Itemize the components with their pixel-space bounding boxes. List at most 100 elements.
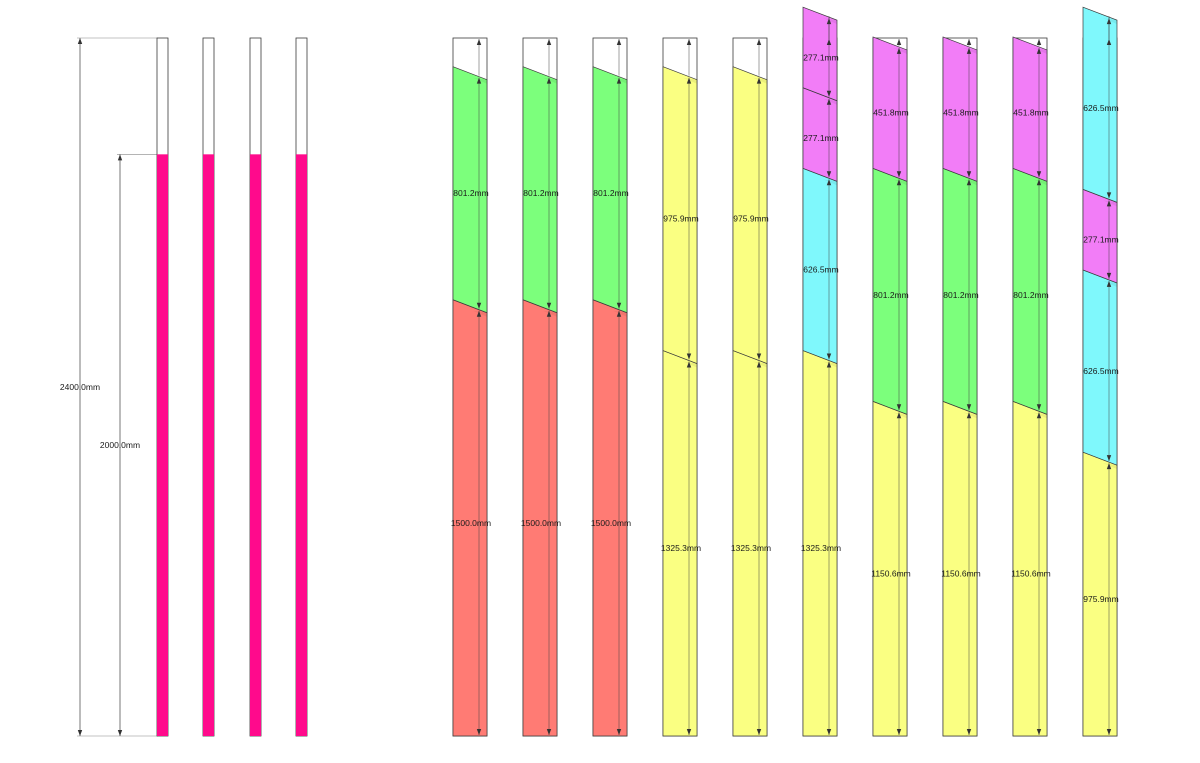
- segment-arrow-icon: [896, 404, 902, 411]
- segment-length-label: 1325.3mm: [801, 543, 841, 553]
- segment-length-label: 1500.0mm: [451, 518, 491, 528]
- segment-length-label: 1325.3mm: [731, 543, 771, 553]
- cut-column: 1150.6mm 801.2mm 451.8mm: [871, 36, 911, 737]
- segment-length-label: 801.2mm: [1013, 290, 1048, 300]
- segment-arrow-icon: [896, 729, 902, 735]
- segment-arrow-icon: [1106, 280, 1112, 287]
- segment-arrow-icon: [826, 171, 832, 178]
- segment-length-label: 801.2mm: [453, 188, 488, 198]
- segment-arrow-icon: [826, 90, 832, 97]
- segment-magenta: [872, 36, 908, 182]
- segment-length-label: 1500.0mm: [591, 518, 631, 528]
- segment-arrow-icon: [896, 179, 902, 186]
- dimension-arrow-icon: [77, 38, 83, 44]
- reference-bar: [202, 37, 215, 737]
- segment-magenta: [802, 6, 838, 102]
- segment-length-label: 1150.6mm: [871, 569, 911, 579]
- segment-arrow-icon: [1036, 412, 1042, 419]
- segment-arrow-icon: [546, 302, 552, 309]
- segment-arrow-icon: [896, 412, 902, 419]
- reference-bar: [249, 37, 262, 737]
- segment-arrow-icon: [826, 729, 832, 735]
- segment-arrow-icon: [1036, 729, 1042, 735]
- filled-height-label: 2000.0mm: [100, 440, 140, 450]
- segment-arrow-icon: [616, 310, 622, 317]
- segment-yellow: [732, 66, 768, 365]
- segment-arrow-icon: [616, 302, 622, 309]
- segment-arrow-icon: [896, 47, 902, 54]
- cut-column: 975.9mm 626.5mm 277.1mm 626.5mm: [1082, 6, 1119, 737]
- segment-yellow: [662, 66, 698, 365]
- segment-length-label: 801.2mm: [593, 188, 628, 198]
- reference-bar-fill: [203, 154, 214, 737]
- segment-arrow-icon: [1106, 455, 1112, 462]
- cut-columns: 1500.0mm 801.2mm 1500.0mm 801.2mm 1500.0mm 80…: [451, 6, 1119, 737]
- cut-column: 1325.3mm 975.9mm: [661, 37, 701, 737]
- offcut-arrow-icon: [756, 39, 762, 45]
- segment-arrow-icon: [546, 729, 552, 735]
- segment-cyan: [1082, 6, 1118, 203]
- segment-green: [592, 66, 628, 314]
- segment-arrow-icon: [616, 77, 622, 84]
- segment-arrow-icon: [476, 310, 482, 317]
- segment-length-label: 451.8mm: [1013, 108, 1048, 118]
- offcut-arrow-icon: [686, 39, 692, 45]
- segment-arrow-icon: [966, 179, 972, 186]
- segment-length-label: 975.9mm: [663, 214, 698, 224]
- segment-arrow-icon: [756, 361, 762, 368]
- segment-arrow-icon: [476, 77, 482, 84]
- offcut-arrow-icon: [1036, 39, 1042, 45]
- reference-bar-fill: [250, 154, 261, 737]
- offcut-arrow-icon: [826, 39, 832, 45]
- segment-arrow-icon: [756, 353, 762, 360]
- segment-arrow-icon: [756, 729, 762, 735]
- segment-arrow-icon: [966, 412, 972, 419]
- segment-length-label: 1150.6mm: [1011, 569, 1051, 579]
- reference-bar-fill: [296, 154, 307, 737]
- segment-arrow-icon: [826, 353, 832, 360]
- reference-bars: 2400.0mm 2000.0mm: [60, 37, 308, 737]
- segment-length-label: 1500.0mm: [521, 518, 561, 528]
- segment-length-label: 277.1mm: [1083, 235, 1118, 245]
- segment-length-label: 1150.6mm: [941, 569, 981, 579]
- segment-arrow-icon: [966, 47, 972, 54]
- reference-bar: [295, 37, 308, 737]
- segment-length-label: 801.2mm: [943, 290, 978, 300]
- cut-column: 1500.0mm 801.2mm: [451, 37, 491, 737]
- total-height-label: 2400.0mm: [60, 382, 100, 392]
- segment-arrow-icon: [1036, 171, 1042, 178]
- segment-arrow-icon: [826, 361, 832, 368]
- segment-arrow-icon: [966, 404, 972, 411]
- dimension-arrow-icon: [117, 154, 123, 161]
- segment-arrow-icon: [966, 729, 972, 735]
- segment-arrow-icon: [896, 171, 902, 178]
- segment-arrow-icon: [546, 77, 552, 84]
- segment-arrow-icon: [826, 179, 832, 186]
- segment-length-label: 277.1mm: [803, 133, 838, 143]
- offcut-arrow-icon: [476, 39, 482, 45]
- segment-arrow-icon: [476, 302, 482, 309]
- cut-column: 1325.3mm 975.9mm: [731, 37, 771, 737]
- segment-length-label: 451.8mm: [873, 108, 908, 118]
- segment-arrow-icon: [756, 77, 762, 84]
- segment-magenta: [942, 36, 978, 182]
- segment-arrow-icon: [686, 353, 692, 360]
- segment-green: [452, 66, 488, 314]
- offcut-arrow-icon: [1106, 39, 1112, 45]
- segment-arrow-icon: [1106, 729, 1112, 735]
- segment-arrow-icon: [826, 98, 832, 105]
- cut-column: 1150.6mm 801.2mm 451.8mm: [941, 36, 981, 737]
- cut-column: 1150.6mm 801.2mm 451.8mm: [1011, 36, 1051, 737]
- segment-length-label: 626.5mm: [1083, 103, 1118, 113]
- segment-length-label: 277.1mm: [803, 52, 838, 62]
- segment-length-label: 801.2mm: [873, 290, 908, 300]
- segment-arrow-icon: [1036, 179, 1042, 186]
- offcut-arrow-icon: [546, 39, 552, 45]
- segment-length-label: 626.5mm: [803, 264, 838, 274]
- segment-arrow-icon: [616, 729, 622, 735]
- segment-arrow-icon: [1106, 200, 1112, 207]
- segment-arrow-icon: [686, 729, 692, 735]
- dimension-arrow-icon: [77, 730, 83, 736]
- segment-arrow-icon: [1106, 192, 1112, 199]
